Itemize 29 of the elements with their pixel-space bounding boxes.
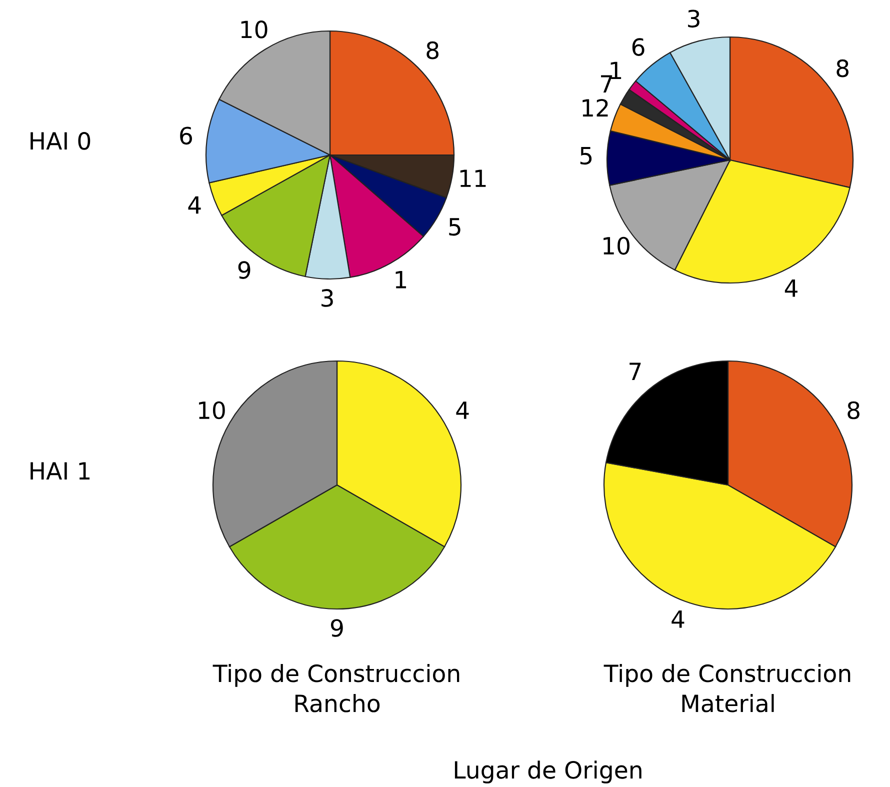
slice-label: 4 xyxy=(784,280,798,297)
slice-label: 9 xyxy=(330,619,343,637)
text: HAI 1 xyxy=(30,462,90,480)
slice-label: 4 xyxy=(672,610,684,628)
text: Lugar de Origen xyxy=(454,760,642,784)
slice-label: 8 xyxy=(836,59,848,78)
slice-label: 11 xyxy=(460,170,486,187)
slice-label: 4 xyxy=(188,196,201,214)
slice-label: 1 xyxy=(396,270,406,288)
slice-label: 10 xyxy=(199,401,225,420)
slice-label: 3 xyxy=(322,289,333,307)
slice-label: 7 xyxy=(601,75,612,92)
slice-label: 7 xyxy=(630,362,641,380)
slice-label: 3 xyxy=(688,10,700,28)
slice-label: 8 xyxy=(426,41,438,60)
slice-label: 1 xyxy=(610,62,622,80)
slice-label: 10 xyxy=(604,236,630,255)
slice-label: 6 xyxy=(632,38,644,56)
slice-label: 5 xyxy=(449,218,460,236)
slice-label: 5 xyxy=(580,147,592,165)
text: Tipo de Construccion Rancho xyxy=(212,664,460,712)
text: Tipo de Construccion Material xyxy=(604,664,850,712)
slice-label: 9 xyxy=(238,261,250,279)
slice-label: 4 xyxy=(456,402,469,419)
slice-label: 6 xyxy=(180,126,192,145)
slice-label: 12 xyxy=(582,98,608,116)
text: HAI 0 xyxy=(30,132,90,150)
slice-label: 8 xyxy=(848,401,860,420)
slice-label: 10 xyxy=(241,20,268,38)
